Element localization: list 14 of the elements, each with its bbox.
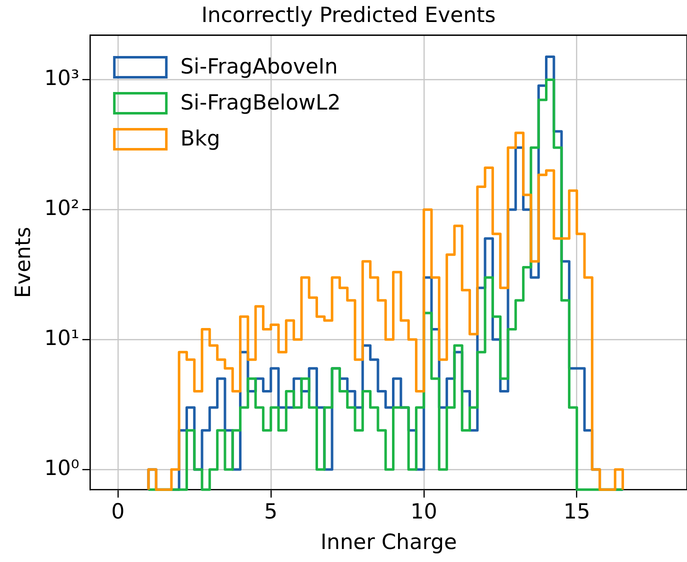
x-tick-label: 15: [563, 500, 590, 524]
y-tick-label: 10¹: [44, 326, 80, 350]
legend-label: Bkg: [180, 126, 220, 151]
x-axis-title: Inner Charge: [320, 530, 457, 554]
x-tick-label: 0: [111, 500, 125, 524]
legend-label: Si-FragBelowL2: [180, 90, 341, 115]
y-axis-title: Events: [11, 226, 36, 298]
y-tick-label: 10²: [44, 196, 80, 220]
chart-title: Incorrectly Predicted Events: [201, 3, 496, 28]
legend-label: Si-FragAboveIn: [180, 54, 338, 79]
y-tick-label: 10⁰: [44, 456, 80, 480]
y-tick-label: 10³: [44, 66, 80, 90]
x-tick-label: 5: [264, 500, 278, 524]
x-tick-label: 10: [410, 500, 438, 524]
